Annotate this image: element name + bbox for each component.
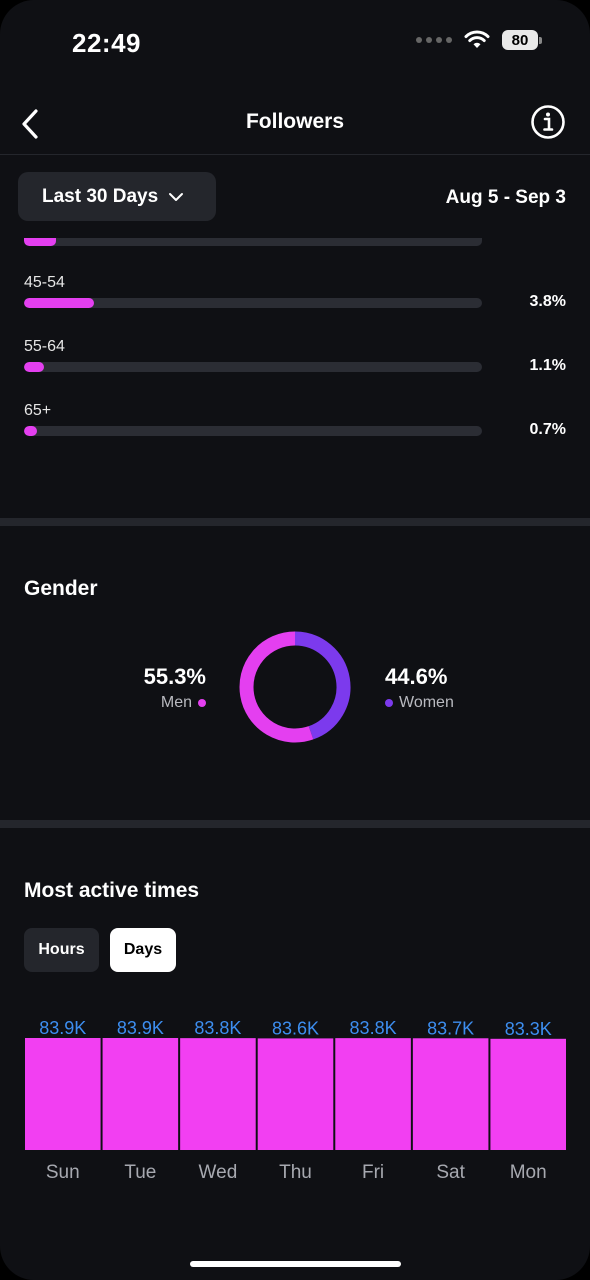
nav-bar: Followers bbox=[0, 96, 590, 154]
bar-category-label: Mon bbox=[510, 1162, 547, 1183]
bar-category-label: Sat bbox=[436, 1162, 465, 1183]
active-times-title: Most active times bbox=[24, 879, 200, 902]
status-time: 22:49 bbox=[72, 28, 141, 58]
bar-sun[interactable] bbox=[25, 1038, 101, 1150]
chevron-down-icon bbox=[169, 192, 184, 201]
bar-category-label: Fri bbox=[362, 1162, 384, 1183]
age-row-65-plus: 65+ 0.7% bbox=[24, 402, 566, 442]
gender-donut-chart bbox=[239, 631, 351, 743]
wifi-icon bbox=[464, 30, 490, 48]
age-percent: 1.1% bbox=[529, 357, 566, 374]
bar-value-label: 83.6K bbox=[272, 1018, 319, 1038]
info-icon[interactable] bbox=[530, 104, 566, 140]
date-filter-dropdown[interactable]: Last 30 Days bbox=[18, 172, 216, 221]
bar-value-label: 83.8K bbox=[350, 1018, 397, 1038]
bar-fri[interactable] bbox=[335, 1038, 411, 1150]
date-filter-label: Last 30 Days bbox=[42, 185, 159, 207]
back-button[interactable] bbox=[10, 104, 50, 144]
age-label: 55-64 bbox=[24, 338, 65, 355]
date-range: Aug 5 - Sep 3 bbox=[445, 187, 566, 208]
battery-icon: 80 bbox=[502, 30, 542, 50]
bar-wed[interactable] bbox=[180, 1038, 256, 1150]
age-label: 45-54 bbox=[24, 274, 65, 291]
status-icons: 80 bbox=[416, 30, 542, 50]
bar-category-label: Thu bbox=[279, 1162, 312, 1183]
bar-value-label: 83.7K bbox=[427, 1018, 474, 1038]
home-indicator[interactable] bbox=[190, 1261, 401, 1267]
men-percent: 55.3% bbox=[143, 664, 206, 689]
age-track-partial bbox=[24, 238, 482, 246]
age-label: 65+ bbox=[24, 402, 52, 419]
women-percent: 44.6% bbox=[385, 664, 448, 689]
section-divider bbox=[0, 518, 590, 526]
bar-category-label: Wed bbox=[199, 1162, 238, 1183]
donut-segment-women bbox=[294, 631, 351, 740]
age-percent: 0.7% bbox=[529, 421, 566, 438]
section-divider bbox=[0, 820, 590, 828]
age-bar-track bbox=[24, 298, 482, 308]
gender-women: 44.6% Women bbox=[385, 664, 495, 712]
bar-value-label: 83.3K bbox=[505, 1019, 552, 1039]
bar-mon[interactable] bbox=[490, 1038, 566, 1150]
women-dot-icon bbox=[385, 699, 393, 707]
age-bar-fill bbox=[24, 362, 45, 372]
nav-divider bbox=[0, 154, 590, 155]
donut-segment-men bbox=[239, 631, 314, 743]
gender-men: 55.3% Men bbox=[118, 664, 206, 712]
age-bar-fill bbox=[24, 298, 94, 308]
age-bar-track bbox=[24, 426, 482, 436]
bar-value-label: 83.9K bbox=[117, 1018, 164, 1038]
bar-value-label: 83.8K bbox=[194, 1018, 241, 1038]
age-row-55-64: 55-64 1.1% bbox=[24, 338, 566, 378]
gender-title: Gender bbox=[24, 577, 98, 600]
women-label: Women bbox=[399, 694, 454, 711]
tab-days[interactable]: Days bbox=[110, 928, 176, 972]
bar-tue[interactable] bbox=[102, 1038, 179, 1150]
bar-value-label: 83.9K bbox=[39, 1018, 86, 1038]
bar-sat[interactable] bbox=[412, 1038, 489, 1150]
men-dot-icon bbox=[198, 699, 206, 707]
chevron-left-icon bbox=[22, 109, 38, 139]
age-bar-fill bbox=[24, 426, 37, 436]
bar-category-label: Sun bbox=[46, 1162, 80, 1183]
page-title: Followers bbox=[245, 110, 345, 133]
age-row-45-54: 45-54 3.8% bbox=[24, 274, 566, 314]
age-bar-track bbox=[24, 362, 482, 372]
bar-thu[interactable] bbox=[257, 1038, 334, 1150]
tab-hours[interactable]: Hours bbox=[24, 928, 99, 972]
battery-level: 80 bbox=[502, 30, 538, 50]
signal-icon bbox=[416, 37, 452, 43]
active-days-bar-chart: 83.9K Sun 83.9K Tue 83.8K Wed 83.6K Thu 83.8K Fri… bbox=[25, 1018, 566, 1183]
men-label: Men bbox=[160, 694, 192, 711]
age-percent: 3.8% bbox=[529, 293, 566, 310]
bar-category-label: Tue bbox=[124, 1162, 156, 1183]
